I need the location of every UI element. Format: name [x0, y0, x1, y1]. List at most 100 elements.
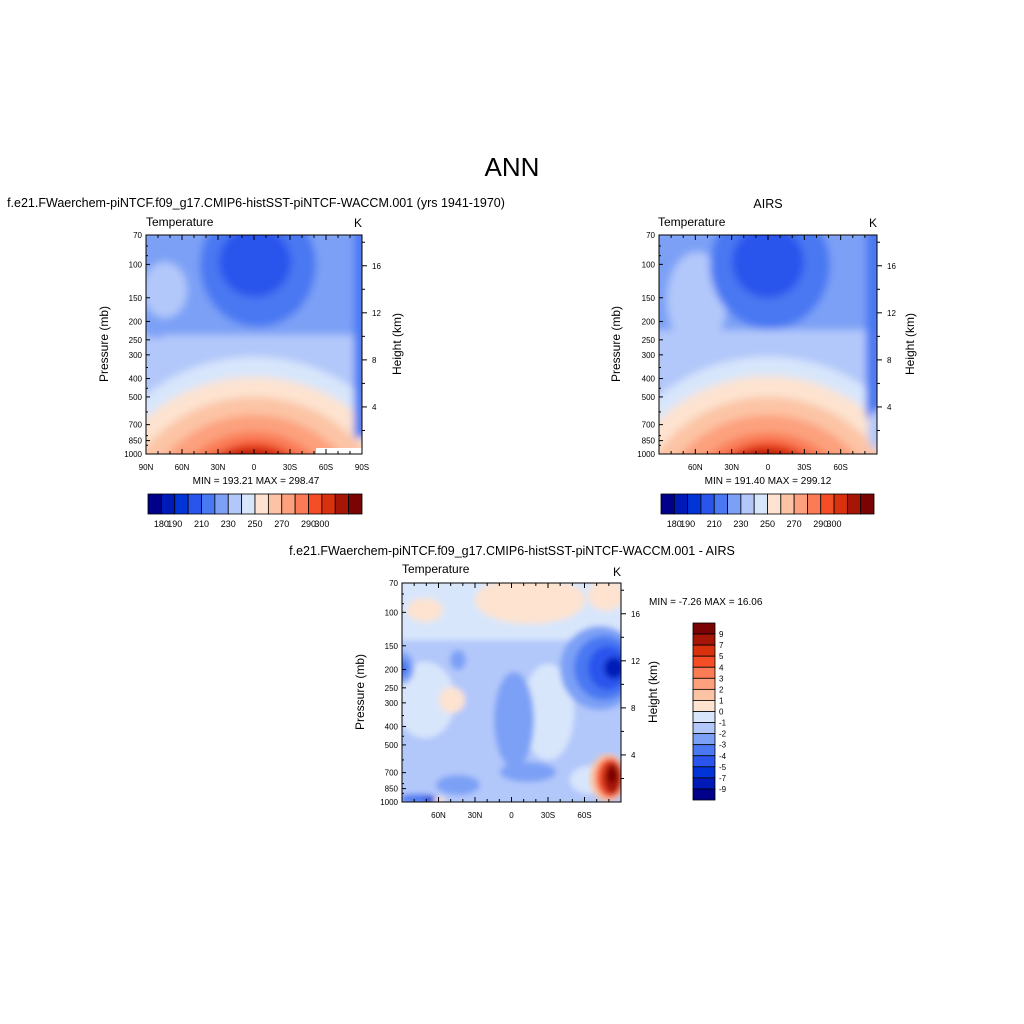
- colorbar-swatch: [294, 493, 309, 515]
- y-tick-label: 250: [642, 336, 656, 345]
- x-tick-label: 60S: [834, 463, 848, 472]
- x-tick-label: 60S: [319, 463, 333, 472]
- y-tick-label: 500: [642, 393, 656, 402]
- height-tick-label: 8: [631, 704, 636, 713]
- x-tick-label: 60N: [175, 463, 190, 472]
- y-tick-label: 850: [642, 437, 656, 446]
- stats-label: MIN = 191.40 MAX = 299.12: [705, 476, 832, 487]
- colorbar: 9 7 5 4 3 2 1 0 -1 -2 -3 -4 -5 -7 -9: [692, 622, 727, 801]
- colorbar-label: 2: [719, 685, 724, 694]
- height-axis: 16 12 8 4: [877, 241, 896, 431]
- colorbar-swatch: [660, 493, 675, 515]
- colorbar-label: 300: [314, 519, 329, 529]
- colorbar-swatch: [692, 688, 716, 701]
- colorbar-swatch: [692, 644, 716, 657]
- colorbar-swatch: [267, 493, 283, 515]
- colorbar-swatch: [241, 493, 256, 515]
- colorbar-label: 7: [719, 641, 724, 650]
- y-tick-label: 200: [642, 317, 656, 326]
- x-tick-label: 0: [509, 811, 514, 820]
- height-tick-label: 8: [372, 356, 377, 365]
- height-tick-label: 4: [631, 751, 636, 760]
- y-tick-label: 70: [133, 231, 142, 240]
- colorbar-swatch: [321, 493, 336, 515]
- panel-left-label: Temperature: [658, 215, 726, 229]
- y-tick-label: 1000: [124, 450, 142, 459]
- colorbar-label: 250: [247, 519, 262, 529]
- colorbar-swatch: [833, 493, 848, 515]
- colorbar-label: 270: [274, 519, 289, 529]
- colorbar-label: -1: [719, 719, 727, 728]
- height-axis: 16 12 8 4: [621, 589, 640, 779]
- y-axis-label: Pressure (mb): [97, 306, 111, 382]
- y-tick-label: 300: [129, 351, 143, 360]
- colorbar-swatch: [692, 622, 716, 635]
- colorbar-swatch: [692, 633, 716, 646]
- contour-field: [146, 235, 362, 454]
- height-tick-label: 12: [887, 309, 896, 318]
- colorbar-label: 190: [167, 519, 182, 529]
- height-tick-label: 16: [372, 262, 381, 271]
- colorbar-label: 210: [194, 519, 209, 529]
- colorbar-swatch: [692, 755, 716, 768]
- x-tick-label: 90S: [355, 463, 369, 472]
- colorbar-swatch: [214, 493, 229, 515]
- panel-units-label: K: [613, 565, 621, 579]
- colorbar-label: -5: [719, 763, 727, 772]
- y-tick-label: 400: [129, 375, 143, 384]
- colorbar-swatch: [780, 493, 795, 515]
- y-axis: 70 100 150 200 250 300 400 500 700 850 1000: [124, 231, 150, 459]
- x-tick-label: 30N: [724, 463, 739, 472]
- colorbar-label: 250: [760, 519, 775, 529]
- y-tick-label: 700: [642, 421, 656, 430]
- panel-model: f.e21.FWaerchem-piNTCF.f09_g17.CMIP6-his…: [7, 196, 505, 529]
- colorbar-label: 230: [733, 519, 748, 529]
- colorbar-swatch: [753, 493, 768, 515]
- colorbar-label: 290: [813, 519, 828, 529]
- height-axis: 16 12 8 4: [362, 241, 381, 431]
- stats-label: MIN = -7.26 MAX = 16.06: [649, 597, 763, 608]
- colorbar-swatch: [727, 493, 742, 515]
- height-tick-label: 12: [631, 657, 640, 666]
- height-axis-label: Height (km): [390, 313, 404, 375]
- y-axis-label: Pressure (mb): [609, 306, 623, 382]
- y-tick-label: 500: [385, 741, 399, 750]
- colorbar-swatch: [860, 493, 875, 515]
- colorbar-swatch: [692, 777, 716, 790]
- height-tick-label: 4: [372, 403, 377, 412]
- colorbar-swatch: [692, 677, 716, 690]
- panel-diff: f.e21.FWaerchem-piNTCF.f09_g17.CMIP6-his…: [289, 544, 763, 820]
- colorbar-swatch: [692, 744, 716, 757]
- colorbar-label: 290: [301, 519, 316, 529]
- colorbar-swatch: [187, 493, 202, 515]
- x-axis: 60N 30N 0 30S 60S: [401, 583, 622, 820]
- colorbar-swatch: [846, 493, 862, 515]
- colorbar-label: 300: [827, 519, 842, 529]
- x-tick-label: 60S: [577, 811, 591, 820]
- x-tick-label: 60N: [688, 463, 703, 472]
- y-tick-label: 100: [129, 260, 143, 269]
- y-tick-label: 70: [389, 579, 398, 588]
- colorbar-label: 4: [719, 663, 724, 672]
- colorbar-swatch: [160, 493, 176, 515]
- colorbar-swatch: [793, 493, 808, 515]
- x-tick-label: 30N: [468, 811, 483, 820]
- colorbar-label: 5: [719, 652, 724, 661]
- y-tick-label: 200: [129, 317, 143, 326]
- colorbar-swatch: [147, 493, 162, 515]
- colorbar-swatch: [692, 788, 716, 801]
- x-axis: 90N 60N 30N 0 30S 60S 90S: [139, 235, 369, 472]
- colorbar-swatch: [281, 493, 296, 515]
- height-tick-label: 4: [887, 403, 892, 412]
- colorbar-swatch: [692, 700, 716, 712]
- y-tick-label: 300: [385, 699, 399, 708]
- panel-units-label: K: [354, 216, 362, 230]
- colorbar-label: -4: [719, 752, 727, 761]
- y-tick-label: 250: [129, 336, 143, 345]
- colorbar-swatch: [692, 655, 716, 668]
- colorbar-swatch: [334, 493, 350, 515]
- colorbar-swatch: [692, 666, 716, 679]
- panel-left-label: Temperature: [402, 562, 470, 576]
